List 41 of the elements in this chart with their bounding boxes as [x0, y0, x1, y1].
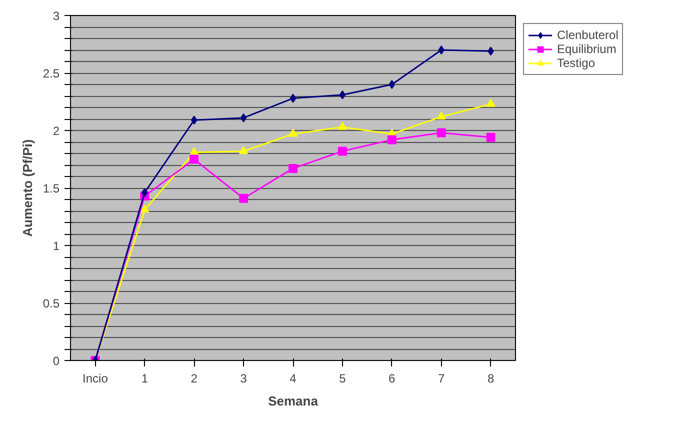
y-tick-label: 1.5	[42, 182, 60, 196]
legend-label: Testigo	[557, 56, 596, 70]
x-tick-label: Incio	[82, 372, 108, 386]
x-tick-label: 4	[290, 372, 297, 386]
point	[288, 128, 298, 137]
point	[388, 80, 396, 89]
legend-label: Clenbuterol	[557, 28, 618, 42]
legend-label: Equilibrium	[557, 42, 616, 56]
point	[338, 146, 347, 156]
point	[290, 94, 296, 103]
point	[339, 90, 346, 100]
x-axis-title: Semana	[268, 394, 319, 408]
point	[240, 113, 247, 122]
x-tick-label: 8	[487, 372, 494, 386]
point	[190, 147, 199, 156]
x-tick-label: 2	[190, 372, 198, 386]
point	[486, 98, 496, 107]
point	[190, 116, 198, 125]
point	[338, 122, 347, 130]
point	[288, 164, 298, 173]
point	[436, 112, 446, 120]
x-tick-label: 6	[388, 372, 396, 386]
x-tick-label: 7	[438, 372, 445, 386]
point	[436, 128, 446, 138]
y-axis-title: Aumento (Pf/Pi)	[20, 139, 35, 237]
point	[438, 46, 444, 54]
x-tick-label: 1	[141, 372, 148, 386]
y-tick-label: 2	[52, 124, 60, 138]
x-tick-label: 3	[240, 372, 248, 386]
point	[190, 154, 199, 164]
y-tick-label: 3	[52, 9, 60, 23]
y-tick-label: 2.5	[42, 66, 60, 80]
y-tick-label: 1	[52, 239, 60, 253]
point	[486, 132, 496, 142]
y-tick-label: 0.5	[42, 296, 60, 310]
point	[239, 194, 248, 203]
x-tick-label: 5	[339, 372, 346, 386]
y-tick-label: 0	[52, 354, 60, 368]
point	[387, 135, 396, 144]
point	[239, 146, 248, 154]
point	[140, 204, 150, 213]
